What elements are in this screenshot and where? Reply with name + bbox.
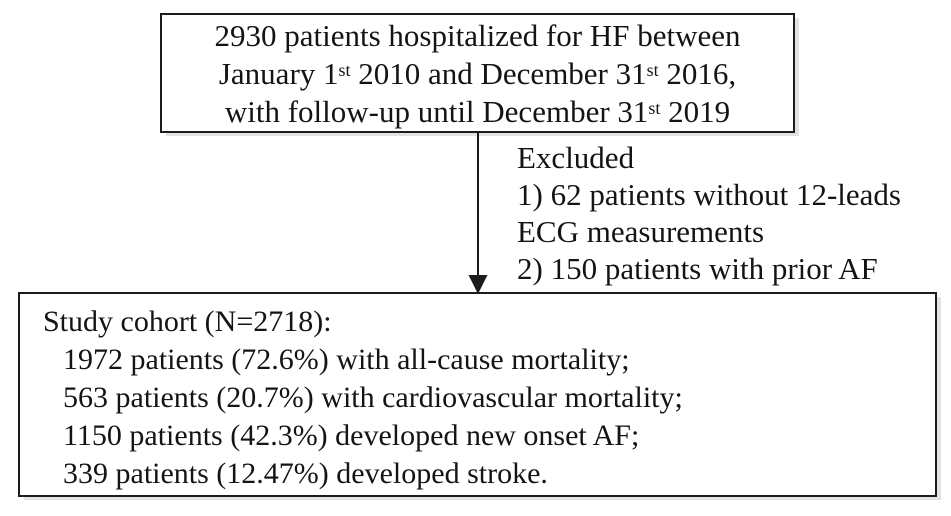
superscript-st: st	[338, 59, 351, 80]
cohort-title: Study cohort (N=2718):	[43, 305, 332, 338]
enrollment-line-2-text: January 1	[218, 56, 339, 91]
enrollment-line-2-text: 2016,	[658, 56, 737, 91]
study-cohort-box: Study cohort (N=2718): 1972 patients (72…	[18, 292, 937, 497]
cohort-line: 1972 patients (72.6%) with all-cause mor…	[63, 343, 630, 376]
down-arrow-icon	[468, 132, 488, 294]
enrollment-line-3-text: with follow-up until December 31	[224, 94, 649, 129]
cohort-line: 1150 patients (42.3%) developed new onse…	[63, 419, 640, 452]
exclusion-line: 2) 150 patients with prior AF	[517, 251, 878, 286]
enrollment-line-3: with follow-up until December 31st 2019	[162, 93, 793, 131]
enrollment-line-2: January 1st 2010 and December 31st 2016,	[162, 55, 793, 93]
superscript-st: st	[648, 97, 661, 118]
cohort-line: 563 patients (20.7%) with cardiovascular…	[63, 381, 683, 414]
exclusion-note: Excluded 1) 62 patients without 12-leads…	[517, 139, 947, 287]
exclusion-line: 1) 62 patients without 12-leads	[517, 177, 901, 212]
enrollment-line-1: 2930 patients hospitalized for HF betwee…	[214, 18, 741, 53]
cohort-line: 339 patients (12.47%) developed stroke.	[63, 457, 548, 490]
superscript-st: st	[646, 59, 659, 80]
exclusion-title: Excluded	[517, 140, 635, 175]
enrollment-line-3-text: 2019	[660, 94, 731, 129]
exclusion-line: ECG measurements	[517, 214, 765, 249]
enrollment-box: 2930 patients hospitalized for HF betwee…	[160, 13, 795, 133]
enrollment-line-2-text: 2010 and December 31	[350, 56, 647, 91]
